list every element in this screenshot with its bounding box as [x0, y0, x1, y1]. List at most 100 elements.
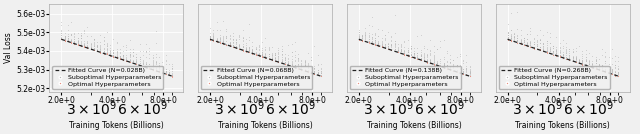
- Point: [412, 58, 422, 60]
- Point: [604, 71, 614, 73]
- Point: [429, 62, 439, 65]
- Point: [131, 61, 141, 63]
- Point: [458, 72, 468, 74]
- Point: [231, 46, 241, 48]
- Point: [435, 65, 445, 67]
- Point: [167, 67, 177, 69]
- Point: [396, 44, 406, 46]
- Point: [422, 61, 433, 63]
- X-axis label: Training Tokens (Billions): Training Tokens (Billions): [218, 121, 312, 130]
- Point: [63, 37, 73, 39]
- Point: [221, 44, 232, 46]
- Point: [548, 47, 558, 50]
- Point: [465, 71, 475, 73]
- Point: [108, 55, 118, 57]
- Point: [545, 42, 555, 44]
- Point: [128, 48, 138, 50]
- Point: [247, 52, 257, 55]
- Point: [383, 47, 393, 49]
- Point: [118, 55, 129, 58]
- Point: [403, 51, 413, 53]
- Point: [128, 62, 138, 64]
- Point: [399, 52, 410, 54]
- Point: [458, 73, 468, 75]
- Point: [419, 56, 429, 58]
- Point: [225, 42, 235, 44]
- Point: [247, 45, 257, 47]
- Point: [89, 38, 99, 41]
- Point: [122, 60, 132, 62]
- Point: [164, 74, 174, 76]
- Point: [535, 49, 545, 51]
- Point: [309, 65, 319, 67]
- Point: [150, 67, 161, 69]
- Point: [208, 32, 218, 34]
- Point: [403, 39, 413, 41]
- Point: [360, 31, 371, 33]
- Point: [548, 45, 558, 47]
- Point: [373, 43, 383, 46]
- Point: [380, 43, 390, 45]
- Point: [545, 50, 555, 52]
- Point: [370, 37, 380, 40]
- Point: [257, 53, 268, 55]
- Point: [283, 64, 293, 66]
- Point: [577, 60, 588, 62]
- Point: [300, 59, 310, 62]
- Point: [312, 73, 323, 75]
- Point: [306, 67, 316, 69]
- Point: [532, 39, 542, 41]
- Point: [396, 50, 406, 52]
- X-axis label: Training Tokens (Billions): Training Tokens (Billions): [69, 121, 164, 130]
- Point: [296, 67, 307, 70]
- Point: [357, 39, 367, 42]
- Point: [435, 65, 445, 67]
- Point: [461, 65, 472, 67]
- Point: [613, 68, 623, 70]
- Point: [131, 63, 141, 65]
- Point: [600, 71, 611, 73]
- Point: [218, 43, 228, 45]
- Point: [300, 68, 310, 70]
- Point: [465, 72, 475, 74]
- Point: [465, 69, 475, 72]
- Point: [529, 46, 539, 48]
- Point: [111, 41, 122, 43]
- Point: [309, 73, 319, 75]
- Point: [231, 39, 241, 41]
- Point: [102, 45, 112, 48]
- Point: [465, 75, 475, 77]
- Point: [312, 72, 323, 75]
- Point: [276, 60, 287, 62]
- Point: [144, 47, 154, 49]
- Point: [303, 70, 313, 72]
- Point: [461, 70, 472, 72]
- Point: [451, 70, 461, 72]
- Point: [604, 70, 614, 72]
- Point: [276, 50, 287, 52]
- Point: [604, 55, 614, 58]
- Point: [208, 39, 218, 41]
- Point: [509, 32, 519, 35]
- Point: [164, 72, 174, 75]
- Point: [509, 37, 519, 39]
- Point: [554, 54, 564, 56]
- Point: [445, 66, 455, 68]
- Point: [554, 52, 564, 54]
- Point: [380, 46, 390, 48]
- Point: [551, 36, 561, 38]
- Point: [241, 46, 251, 49]
- Point: [506, 37, 516, 39]
- Point: [89, 49, 99, 51]
- Point: [83, 41, 93, 43]
- Point: [92, 41, 102, 43]
- Point: [522, 45, 532, 47]
- Point: [134, 64, 145, 66]
- Point: [144, 64, 154, 67]
- Point: [571, 56, 581, 59]
- Point: [118, 58, 129, 61]
- Point: [225, 44, 235, 46]
- Point: [225, 35, 235, 37]
- Point: [426, 62, 436, 64]
- Point: [607, 72, 617, 74]
